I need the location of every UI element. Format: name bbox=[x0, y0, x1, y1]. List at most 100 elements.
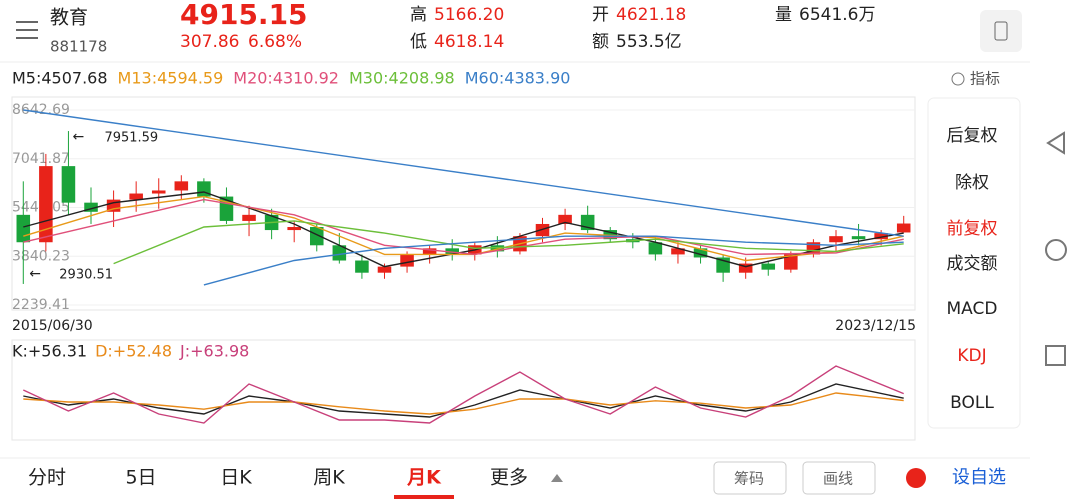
kdj-legend: K:+56.31 bbox=[12, 342, 87, 361]
ma-legend: M20:4310.92 bbox=[233, 69, 339, 88]
kdj-legend: D:+52.48 bbox=[95, 342, 172, 361]
stat-label: 量 bbox=[775, 5, 792, 25]
nav-recent[interactable] bbox=[1045, 345, 1066, 366]
ma-line bbox=[203, 235, 904, 286]
ma-legend: M5:4507.68 bbox=[12, 69, 108, 88]
side-menu-item[interactable]: KDJ bbox=[957, 346, 986, 366]
stat-label: 开 bbox=[592, 5, 609, 25]
stat-label: 额 bbox=[592, 32, 609, 52]
candle-body bbox=[693, 248, 708, 258]
stat-value: 553.5亿 bbox=[616, 32, 682, 52]
candle-body bbox=[84, 202, 98, 212]
stat-value: 4618.14 bbox=[434, 32, 504, 52]
y-tick-label: 3840.23 bbox=[12, 248, 70, 264]
tool-button[interactable] bbox=[713, 461, 787, 495]
nav-home[interactable] bbox=[1045, 239, 1067, 261]
watch-button[interactable]: 设自选 bbox=[952, 467, 1006, 488]
candle-body bbox=[129, 193, 143, 200]
price: 4915.15 bbox=[180, 0, 308, 31]
side-menu-item[interactable]: 成交额 bbox=[947, 254, 998, 274]
stock-name: 教育 bbox=[50, 7, 88, 29]
candle-body bbox=[287, 227, 301, 231]
ma-legend: M30:4208.98 bbox=[349, 69, 455, 88]
side-menu-item[interactable]: 后复权 bbox=[947, 126, 998, 146]
arrow: ← bbox=[29, 266, 41, 282]
indicator-button[interactable]: 指标 bbox=[970, 70, 1000, 88]
tool-button-label[interactable]: 筹码 bbox=[734, 470, 764, 488]
side-menu-item[interactable]: BOLL bbox=[950, 393, 994, 413]
candle-body bbox=[874, 233, 888, 240]
ma-legend: M60:4383.90 bbox=[465, 69, 571, 88]
candle-body bbox=[558, 214, 572, 224]
candle-body bbox=[332, 245, 347, 261]
layout-button[interactable] bbox=[980, 10, 1022, 52]
stat-label: 高 bbox=[410, 5, 427, 25]
stat-value: 4621.18 bbox=[616, 5, 686, 25]
candle-body bbox=[151, 190, 166, 194]
ma-line bbox=[23, 198, 904, 256]
more-arrow bbox=[551, 474, 563, 482]
stock-code: 881178 bbox=[50, 38, 107, 56]
candle-body bbox=[400, 254, 414, 267]
candle-body bbox=[355, 260, 369, 273]
tab[interactable]: 5日 bbox=[125, 467, 156, 489]
high-annotation: 7951.59 bbox=[104, 131, 158, 146]
side-menu bbox=[927, 97, 1021, 429]
tab[interactable]: 分时 bbox=[28, 467, 66, 489]
candle-body bbox=[896, 223, 911, 233]
kdj-line bbox=[23, 392, 904, 415]
change: 307.86 bbox=[180, 32, 239, 52]
ma-line bbox=[23, 109, 904, 237]
side-menu-item[interactable]: 前复权 bbox=[947, 219, 998, 239]
candle-body bbox=[490, 245, 505, 252]
candle-body bbox=[377, 266, 392, 273]
candle-body bbox=[174, 181, 189, 191]
y-tick-label: 7041.87 bbox=[12, 151, 70, 167]
x-label: 2015/06/30 bbox=[12, 318, 93, 334]
low-annotation: 2930.51 bbox=[59, 267, 113, 282]
candle-body bbox=[738, 263, 753, 273]
tab-underline bbox=[394, 495, 454, 499]
x-label: 2023/12/15 bbox=[835, 318, 916, 334]
candle-body bbox=[445, 248, 459, 255]
price-panel bbox=[11, 96, 916, 311]
layout-icon bbox=[994, 21, 1008, 41]
candle-body bbox=[39, 166, 53, 243]
y-tick-label: 2239.41 bbox=[12, 297, 70, 313]
candle-body bbox=[603, 230, 618, 240]
candle-body bbox=[761, 263, 776, 270]
indicator-icon bbox=[951, 72, 965, 86]
kdj-panel bbox=[11, 339, 916, 441]
candle-body bbox=[851, 236, 866, 240]
ma-line bbox=[23, 191, 904, 268]
menu-icon[interactable] bbox=[16, 21, 38, 39]
ma-legend: M13:4594.59 bbox=[118, 69, 224, 88]
stat-value: 6541.6万 bbox=[799, 5, 875, 25]
stat-value: 5166.20 bbox=[434, 5, 504, 25]
tab[interactable]: 日K bbox=[220, 467, 252, 489]
candle-body bbox=[242, 214, 256, 221]
candle-body bbox=[648, 242, 663, 255]
tab[interactable]: 月K bbox=[406, 467, 442, 489]
tab[interactable]: 周K bbox=[313, 467, 345, 489]
tab[interactable]: 更多 bbox=[490, 467, 528, 489]
candle-body bbox=[784, 254, 798, 270]
side-menu-item[interactable]: MACD bbox=[947, 299, 998, 319]
tool-button[interactable] bbox=[802, 461, 876, 495]
candle-body bbox=[309, 227, 324, 246]
alert-dot[interactable] bbox=[906, 468, 926, 488]
ma-line bbox=[113, 220, 904, 265]
tool-button-label[interactable]: 画线 bbox=[823, 470, 853, 488]
nav-back[interactable] bbox=[1046, 131, 1065, 155]
arrow: ← bbox=[72, 129, 84, 145]
kdj-line bbox=[23, 365, 904, 424]
kdj-legend: J:+63.98 bbox=[179, 342, 249, 361]
stat-label: 低 bbox=[410, 32, 427, 52]
candle-body bbox=[829, 236, 843, 243]
side-menu-item[interactable]: 除权 bbox=[955, 173, 989, 193]
candle-body bbox=[671, 248, 685, 255]
candle-body bbox=[422, 248, 437, 255]
change-pct: 6.68% bbox=[248, 32, 302, 52]
